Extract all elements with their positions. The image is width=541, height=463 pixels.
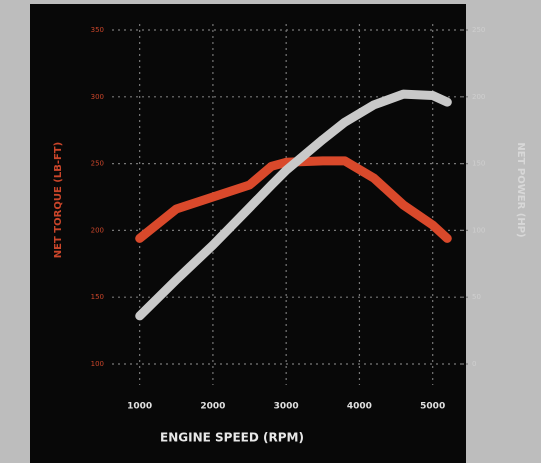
x-tick-label: 2000 [200,402,225,412]
x-tick-label: 4000 [347,402,372,412]
y2-tick-label: 100 [472,226,485,234]
y2-tick-label: 250 [472,26,485,34]
x-tick-label: 5000 [420,402,445,412]
x-axis-title: ENGINE SPEED (RPM) [160,431,304,445]
y-tick-label: 250 [91,160,104,168]
y-axis-title: NET TORQUE (LB-FT) [53,142,64,258]
y2-tick-label: 200 [472,93,485,101]
y-tick-label: 100 [91,360,104,368]
x-tick-label: 1000 [127,402,152,412]
y-tick-label: 350 [91,26,104,34]
y-tick-label: 200 [91,226,104,234]
y2-tick-label: 50 [472,293,481,301]
data-line [135,89,452,321]
y2-axis-title: NET POWER (HP) [515,142,526,237]
y2-tick-label: 0 [472,360,476,368]
chart-background [30,4,466,463]
x-tick-label: 3000 [274,402,299,412]
y-tick-label: 150 [91,293,104,301]
y-tick-label: 300 [91,93,104,101]
y2-tick-label: 150 [472,160,485,168]
data-line [135,156,452,243]
